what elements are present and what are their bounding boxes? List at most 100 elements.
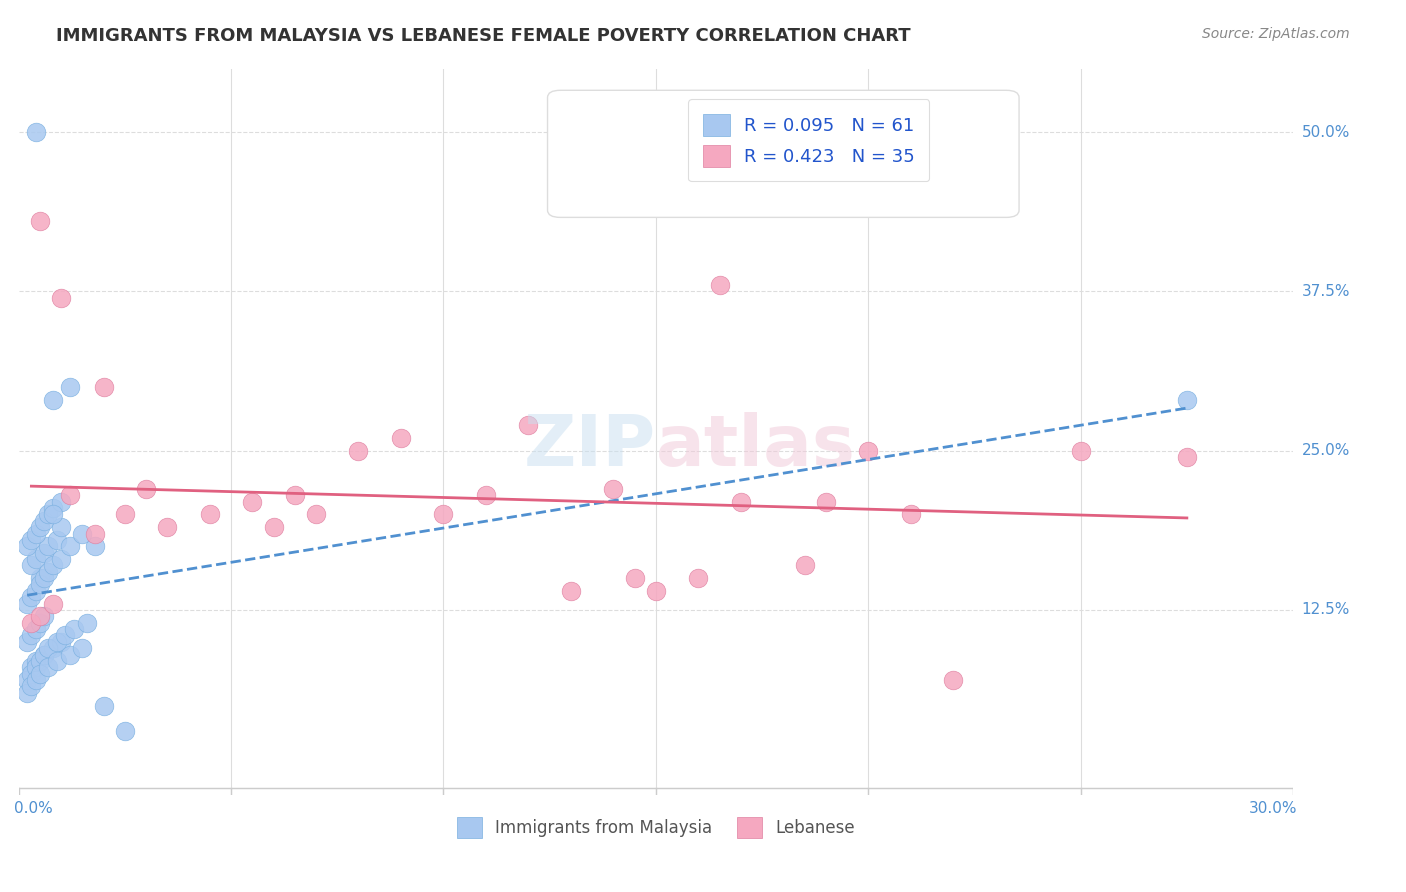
Point <box>28 654 51 668</box>
Point <box>41 597 63 611</box>
Point <box>517 418 540 433</box>
Point <box>32 514 55 528</box>
Point <box>20 533 42 547</box>
Point <box>53 628 76 642</box>
Text: atlas: atlas <box>655 411 856 481</box>
Point <box>49 520 72 534</box>
Point <box>24 673 46 687</box>
FancyBboxPatch shape <box>547 90 1019 218</box>
Point <box>45 654 67 668</box>
Point <box>240 494 263 508</box>
Point <box>28 577 51 591</box>
Point <box>28 571 51 585</box>
Point <box>15 686 38 700</box>
Point <box>59 539 82 553</box>
Point <box>32 648 55 662</box>
Point <box>41 558 63 573</box>
Point <box>37 660 59 674</box>
Point <box>28 609 51 624</box>
Point <box>20 680 42 694</box>
Point <box>28 666 51 681</box>
Point <box>347 443 370 458</box>
Point <box>389 431 412 445</box>
Point <box>24 552 46 566</box>
Point <box>24 125 46 139</box>
Point <box>135 482 157 496</box>
Point <box>49 291 72 305</box>
Point <box>72 526 94 541</box>
Point <box>114 508 136 522</box>
Point <box>28 214 51 228</box>
Point <box>20 628 42 642</box>
Point <box>41 501 63 516</box>
Text: Source: ZipAtlas.com: Source: ZipAtlas.com <box>1202 27 1350 41</box>
Point <box>32 609 55 624</box>
Point <box>37 641 59 656</box>
Point <box>32 648 55 662</box>
Point <box>24 622 46 636</box>
Point <box>24 526 46 541</box>
Point <box>59 380 82 394</box>
Point <box>644 583 666 598</box>
Point <box>15 635 38 649</box>
Point <box>63 622 86 636</box>
Point <box>198 508 221 522</box>
Point <box>793 558 815 573</box>
Point <box>20 558 42 573</box>
Point <box>20 666 42 681</box>
Legend: Immigrants from Malaysia, Lebanese: Immigrants from Malaysia, Lebanese <box>450 811 862 845</box>
Point <box>263 520 285 534</box>
Point <box>32 546 55 560</box>
Point <box>15 597 38 611</box>
Point <box>59 648 82 662</box>
Point <box>15 673 38 687</box>
Point <box>20 615 42 630</box>
Point <box>59 488 82 502</box>
Point <box>15 539 38 553</box>
Point <box>76 615 98 630</box>
Text: ZIP: ZIP <box>523 411 655 481</box>
Point <box>28 520 51 534</box>
Point <box>114 724 136 739</box>
Text: 30.0%: 30.0% <box>1249 801 1298 816</box>
Point <box>93 698 115 713</box>
Point <box>560 583 582 598</box>
Point <box>1175 392 1198 407</box>
Point <box>24 654 46 668</box>
Point <box>24 660 46 674</box>
Point <box>156 520 179 534</box>
Point <box>45 635 67 649</box>
Point <box>730 494 752 508</box>
Point <box>305 508 328 522</box>
Text: 50.0%: 50.0% <box>1302 125 1350 140</box>
Point <box>284 488 307 502</box>
Text: IMMIGRANTS FROM MALAYSIA VS LEBANESE FEMALE POVERTY CORRELATION CHART: IMMIGRANTS FROM MALAYSIA VS LEBANESE FEM… <box>56 27 911 45</box>
Point <box>72 641 94 656</box>
Point <box>28 615 51 630</box>
Point <box>49 635 72 649</box>
Point <box>84 526 107 541</box>
Point <box>37 508 59 522</box>
Point <box>858 443 880 458</box>
Point <box>49 552 72 566</box>
Point <box>37 565 59 579</box>
Point <box>432 508 454 522</box>
Point <box>49 494 72 508</box>
Point <box>93 380 115 394</box>
Point <box>1070 443 1092 458</box>
Point <box>37 539 59 553</box>
Point <box>45 533 67 547</box>
Point <box>688 571 710 585</box>
Point <box>20 660 42 674</box>
Point <box>602 482 624 496</box>
Point <box>475 488 498 502</box>
Point <box>84 539 107 553</box>
Point <box>900 508 922 522</box>
Point <box>41 641 63 656</box>
Text: 12.5%: 12.5% <box>1302 602 1350 617</box>
Point <box>814 494 837 508</box>
Point <box>20 591 42 605</box>
Text: 0.0%: 0.0% <box>14 801 53 816</box>
Point <box>1175 450 1198 464</box>
Point <box>24 583 46 598</box>
